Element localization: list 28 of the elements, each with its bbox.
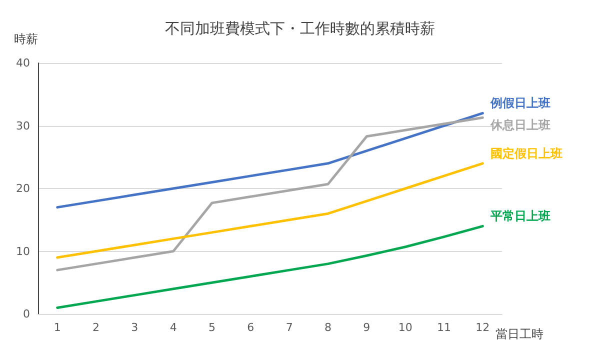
x-tick-label: 9 [363, 321, 370, 334]
y-tick-label: 10 [16, 244, 30, 258]
x-tick-label: 2 [92, 321, 100, 334]
x-tick-label: 4 [170, 321, 177, 334]
series-label: 國定假日上班 [490, 146, 563, 160]
x-tick-label: 3 [131, 321, 138, 334]
x-tick-label: 8 [324, 321, 332, 334]
series-label: 例假日上班 [490, 96, 551, 110]
series-label: 平常日上班 [490, 209, 551, 224]
x-tick-label: 7 [286, 321, 293, 334]
line-series [56, 112, 484, 209]
series-label: 休息日上班 [490, 118, 551, 132]
y-tick-label: 0 [23, 308, 30, 320]
line-series [56, 224, 484, 309]
y-tick-label: 40 [16, 56, 30, 70]
x-axis-title: 當日工時 [496, 327, 544, 341]
y-axis-title: 時薪 [14, 32, 38, 46]
line-series [56, 116, 484, 272]
x-tick-label: 12 [476, 321, 490, 334]
line-series [56, 162, 484, 259]
x-tick-label: 11 [437, 321, 451, 334]
y-tick-label: 30 [16, 119, 30, 132]
x-tick-label: 10 [398, 321, 412, 334]
x-tick-label: 6 [247, 321, 254, 334]
x-tick-label: 5 [208, 321, 216, 334]
chart-title: 不同加班費模式下・工作時數的累積時薪 [165, 20, 435, 38]
y-tick-label: 20 [16, 182, 30, 195]
x-tick-label: 1 [54, 321, 61, 334]
